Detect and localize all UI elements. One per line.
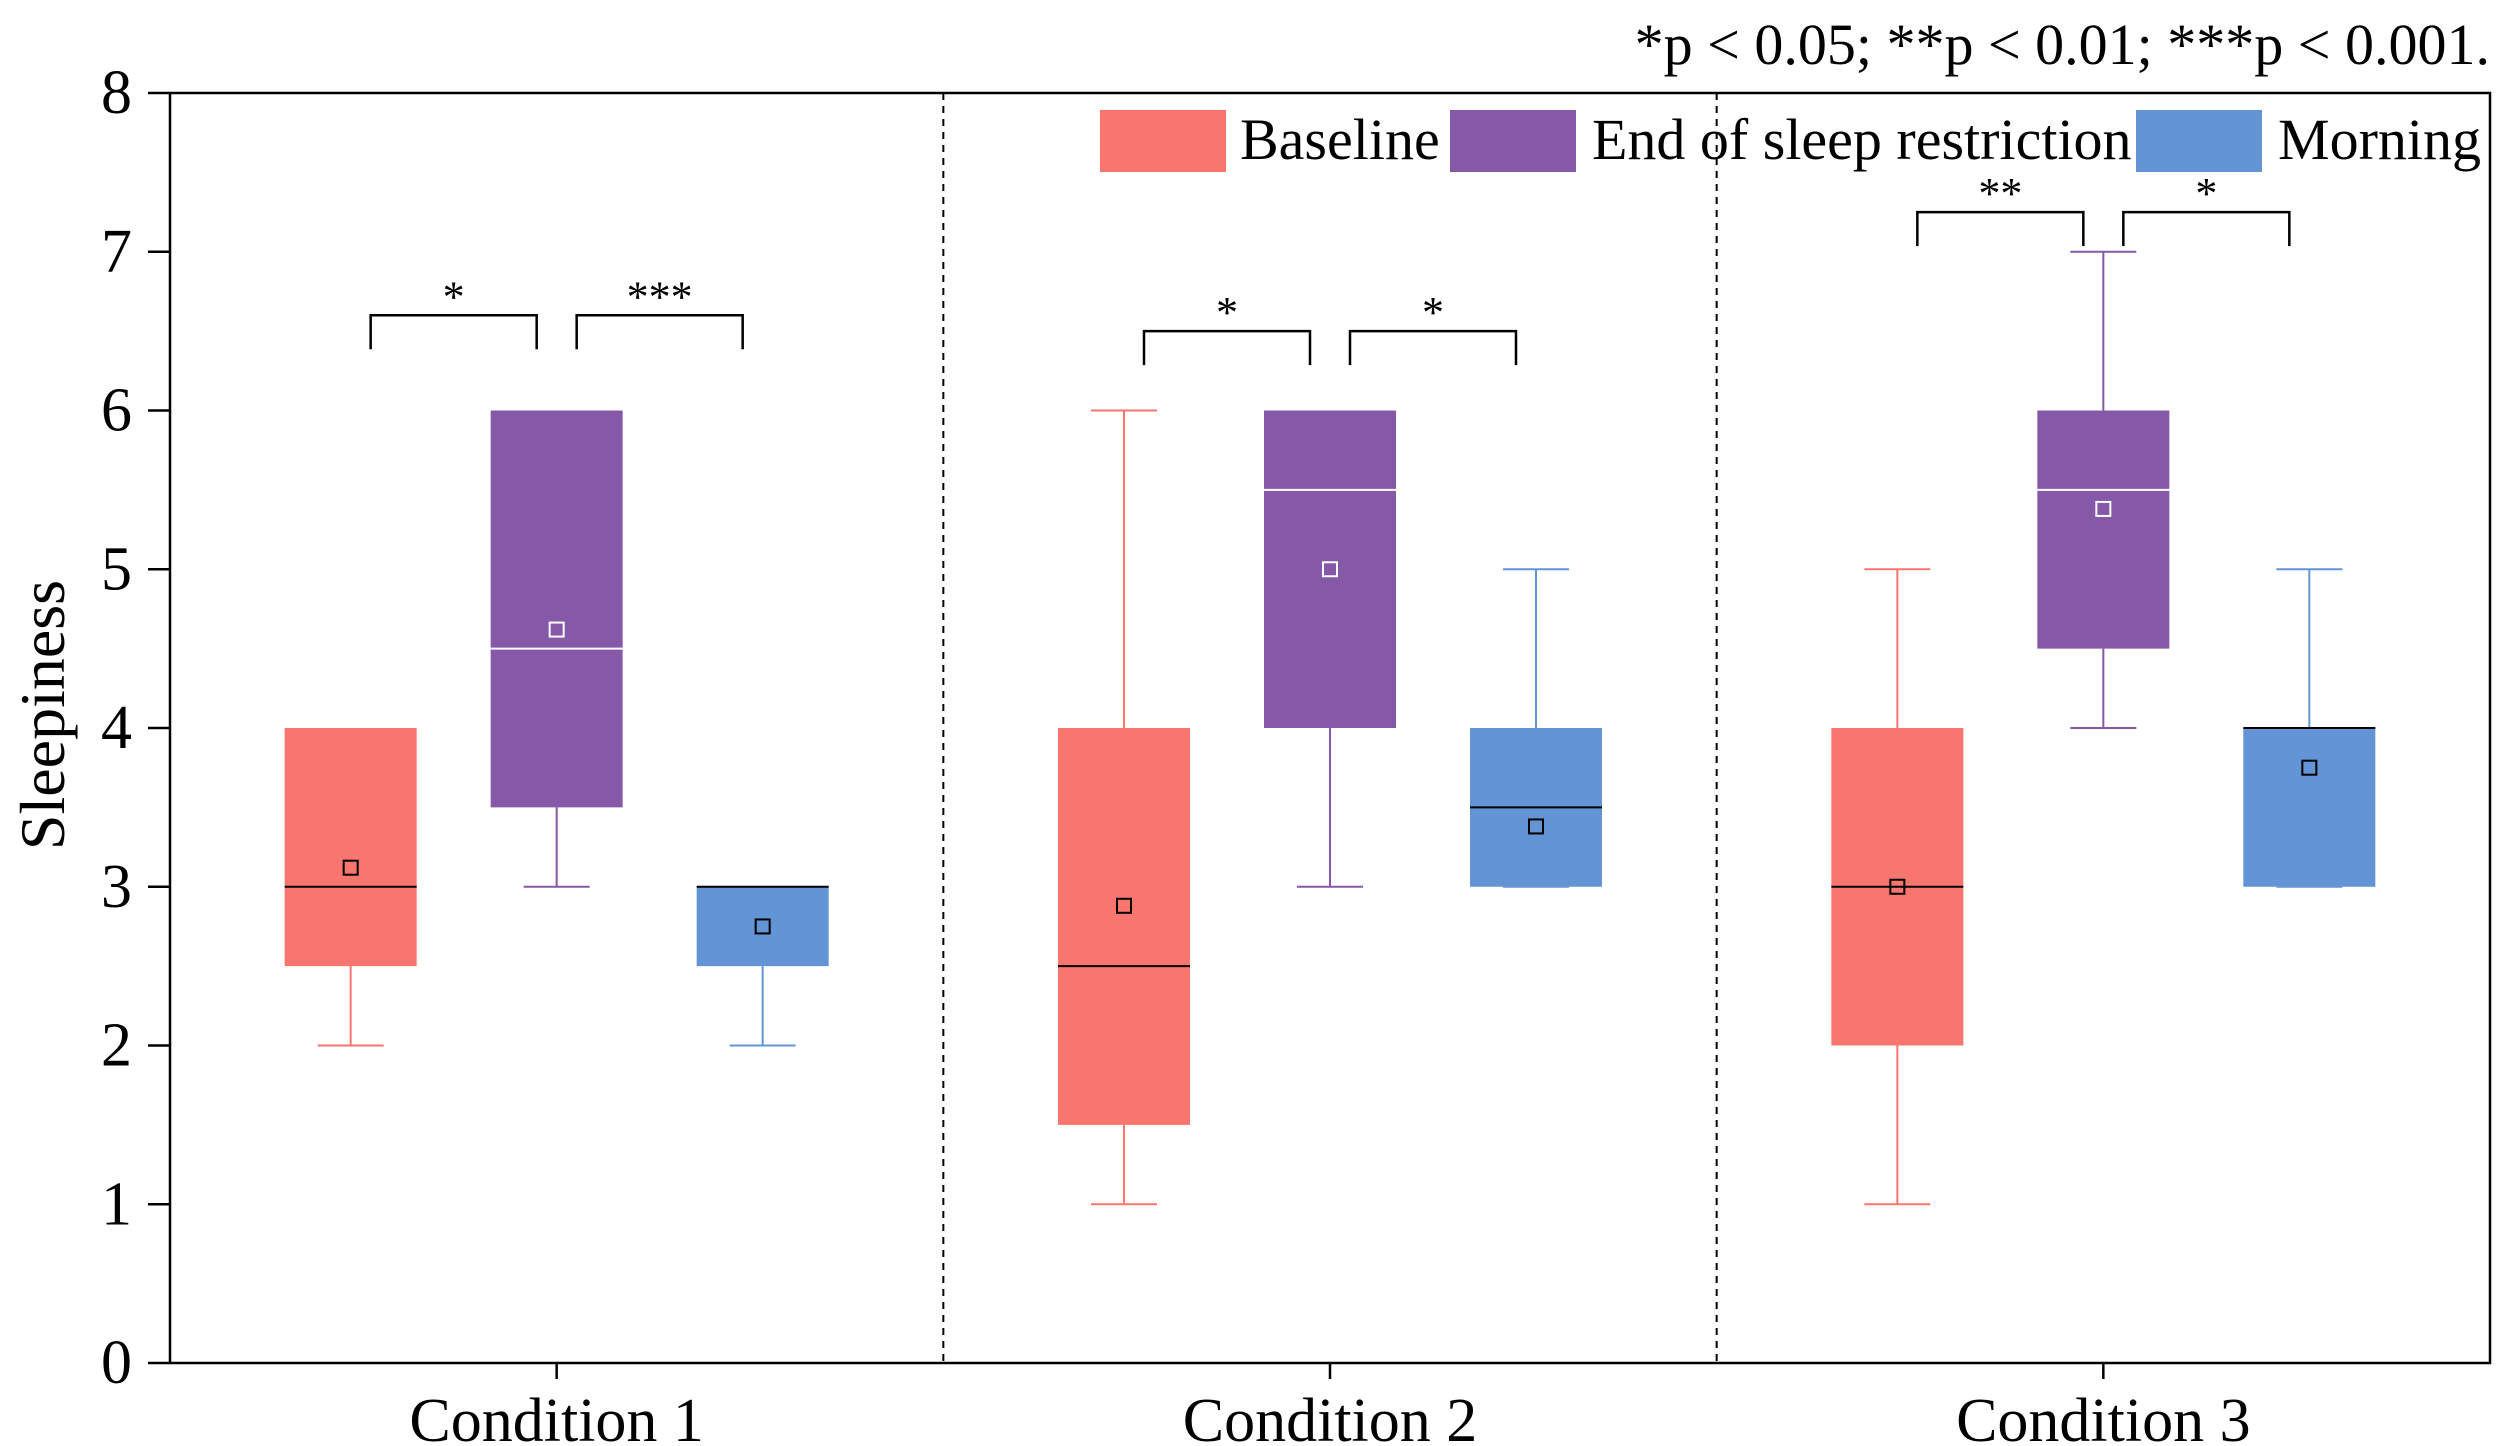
box-1-baseline xyxy=(284,728,417,1047)
bracket-line xyxy=(1142,329,1312,366)
y-tick-label-8: 8 xyxy=(101,59,132,127)
legend-item-morning: Morning xyxy=(2136,107,2481,172)
x-tick-label-2: Condition 2 xyxy=(1183,1387,1478,1446)
legend: Baseline End of sleep restriction Morning xyxy=(1100,107,2481,172)
condition-separators xyxy=(942,93,1718,1363)
legend-swatch xyxy=(1450,110,1576,172)
y-axis-title: Sleepiness xyxy=(7,580,78,850)
box-2-baseline xyxy=(1058,409,1190,1206)
mean-marker xyxy=(754,918,771,935)
legend-label: Morning xyxy=(2278,107,2481,172)
significance-label: *** xyxy=(627,272,693,321)
significance-label: * xyxy=(2195,169,2217,218)
significance-label: * xyxy=(1422,288,1444,337)
x-tick-label-1: Condition 1 xyxy=(409,1387,704,1446)
legend-swatch xyxy=(1100,110,1226,172)
legend-label: Baseline xyxy=(1240,107,1440,172)
significance-bracket-1-2: *** xyxy=(575,272,744,350)
box-body xyxy=(696,886,829,967)
axes: Condition 1 Condition 2 Condition 3 0 1 2 3 4 5 6… xyxy=(101,59,2492,1446)
y-tick-label-4: 4 xyxy=(101,694,132,762)
box-2-end-of-sleep-restriction xyxy=(1264,410,1396,888)
box-3-end-of-sleep-restriction xyxy=(2037,250,2170,729)
significance-bracket-3-1: ** xyxy=(1916,169,2085,247)
box-3-morning xyxy=(2243,568,2376,888)
legend-item-end-of-sleep-restriction: End of sleep restriction xyxy=(1450,107,2132,172)
y-tick-label-2: 2 xyxy=(101,1012,132,1080)
mean-marker xyxy=(1528,818,1544,835)
y-tick-label-6: 6 xyxy=(101,377,132,445)
bracket-line xyxy=(369,314,538,350)
y-tick-label-0: 0 xyxy=(101,1329,132,1397)
legend-swatch xyxy=(2136,110,2262,172)
mean-marker xyxy=(2301,759,2318,776)
legend-label: End of sleep restriction xyxy=(1592,107,2132,172)
box-1-morning xyxy=(696,885,829,1047)
box-2-morning xyxy=(1470,568,1602,888)
mean-marker xyxy=(2095,500,2112,517)
legend-item-baseline: Baseline xyxy=(1100,107,1440,172)
box-3-baseline xyxy=(1831,568,1964,1206)
y-tick-label-1: 1 xyxy=(101,1170,132,1238)
significance-bracket-2-2: * xyxy=(1348,288,1518,366)
y-tick-label-7: 7 xyxy=(101,218,132,286)
significance-bracket-2-1: * xyxy=(1142,288,1312,366)
x-tick-label-3: Condition 3 xyxy=(1956,1387,2251,1446)
box-body xyxy=(2037,410,2170,649)
box-plots xyxy=(284,250,2376,1206)
significance-label: * xyxy=(443,272,465,321)
bracket-line xyxy=(1348,329,1518,366)
bracket-line xyxy=(1916,210,2085,247)
significance-bracket-1-1: * xyxy=(369,272,538,350)
mean-marker xyxy=(342,859,359,876)
significance-note: *p < 0.05; **p < 0.01; ***p < 0.001. xyxy=(1635,12,2490,77)
box-body xyxy=(1058,728,1190,1125)
box-body xyxy=(284,728,417,967)
bracket-line xyxy=(2122,210,2291,247)
mean-marker xyxy=(1889,878,1906,895)
significance-bracket-3-2: * xyxy=(2122,169,2291,247)
significance-label: ** xyxy=(1978,169,2022,218)
box-body xyxy=(2243,728,2376,887)
y-tick-label-3: 3 xyxy=(101,853,132,921)
box-body xyxy=(1264,410,1396,728)
significance-brackets: * *** * *** * xyxy=(369,169,2291,366)
mean-marker xyxy=(548,621,565,638)
significance-label: * xyxy=(1216,288,1238,337)
y-tick-label-5: 5 xyxy=(101,535,132,603)
box-1-end-of-sleep-restriction xyxy=(490,410,623,888)
box-body xyxy=(490,410,623,808)
mean-marker xyxy=(1116,897,1132,914)
bracket-line xyxy=(575,314,744,350)
mean-marker xyxy=(1322,561,1338,578)
